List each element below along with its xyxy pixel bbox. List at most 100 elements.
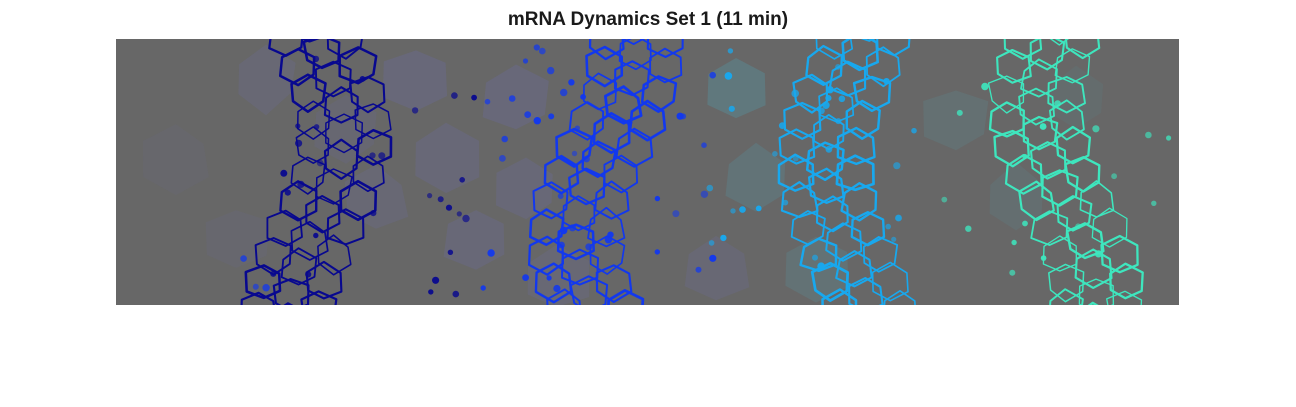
mrna-spot — [672, 210, 680, 218]
cell-outline — [339, 179, 378, 222]
cell-outline — [628, 99, 667, 142]
cell-outline — [323, 86, 359, 124]
mrna-spot — [778, 122, 786, 129]
cell-outline-bands — [240, 39, 1144, 305]
cell-outline — [1066, 222, 1105, 260]
mrna-spot — [706, 184, 714, 192]
cell-outline — [546, 288, 581, 305]
cell-outline — [325, 113, 364, 154]
shaded-cell — [1050, 65, 1104, 129]
cell-outline — [1004, 154, 1043, 195]
cell-outline — [640, 75, 678, 113]
mrna-spot — [432, 276, 440, 284]
cell-outline — [528, 208, 565, 246]
cell-outline — [1106, 290, 1143, 305]
mrna-spot — [1054, 100, 1061, 107]
cell-outline — [1055, 125, 1092, 165]
cell-outline — [240, 291, 275, 305]
mrna-spot — [700, 190, 709, 198]
cell-outline — [352, 155, 385, 193]
cell-outline — [1100, 234, 1139, 274]
cell-outline — [883, 289, 916, 305]
cell-outline — [860, 39, 876, 42]
cell-outline — [1074, 248, 1113, 289]
mrna-spot — [522, 58, 529, 64]
cell-outline — [649, 47, 683, 84]
mrna-spot — [772, 151, 778, 157]
cell-outline — [581, 140, 617, 178]
mrna-spot — [708, 240, 715, 246]
cell-outline — [556, 223, 595, 261]
shaded-cell — [143, 124, 209, 196]
cell-outline — [355, 128, 393, 166]
mrna-spot — [533, 117, 541, 125]
mrna-spot — [280, 169, 288, 177]
mrna-spot — [359, 76, 366, 82]
mrna-spot — [462, 214, 470, 223]
mrna-spot — [548, 113, 555, 120]
cell-outline — [987, 75, 1025, 114]
mrna-spot — [547, 66, 555, 75]
cell-outline — [825, 222, 863, 262]
mrna-spot — [295, 139, 303, 147]
cell-outline — [810, 261, 850, 302]
cell-outline — [290, 156, 326, 195]
mrna-spot — [791, 89, 799, 98]
mrna-spot — [654, 249, 660, 255]
mrna-spot — [1022, 220, 1028, 227]
cell-outline — [302, 39, 341, 70]
mrna-spot — [471, 94, 477, 101]
cell-outline — [807, 167, 845, 204]
cell-outline — [1029, 141, 1067, 180]
cell-outline — [835, 250, 873, 288]
mrna-spot — [755, 205, 762, 212]
cell-outline — [279, 180, 318, 222]
mrna-spot — [956, 109, 963, 116]
shaded-cell — [382, 50, 448, 111]
shaded-cell — [527, 245, 590, 305]
cell-outline — [1022, 115, 1059, 151]
mrna-spot — [574, 125, 580, 131]
mrna-spot — [484, 98, 491, 105]
cell-outline — [295, 126, 330, 164]
mrna-spot — [825, 145, 833, 153]
mrna-spot — [893, 162, 901, 170]
cell-outline — [1030, 210, 1069, 246]
cell-outline — [296, 100, 331, 140]
cell-outline — [618, 39, 652, 71]
cell-outline — [792, 73, 829, 114]
cell-outline — [821, 288, 858, 305]
cell-outline — [1064, 39, 1101, 60]
cell-outline — [815, 39, 854, 60]
mrna-spot — [825, 95, 832, 102]
mrna-spot — [411, 107, 419, 114]
mrna-spot — [981, 82, 989, 91]
mrna-spot — [1094, 250, 1103, 258]
mrna-spot — [604, 236, 613, 244]
mrna-spot — [369, 152, 376, 159]
mrna-spot — [553, 284, 561, 293]
mrna-spot — [1009, 269, 1016, 276]
mrna-spot — [822, 101, 830, 109]
mrna-spot — [284, 189, 291, 196]
mrna-spot — [676, 112, 684, 120]
mrna-spot — [452, 290, 460, 298]
cell-outline — [594, 180, 630, 220]
cell-outline — [1048, 99, 1085, 141]
mrna-spot — [885, 223, 891, 230]
figure-title: mRNA Dynamics Set 1 (11 min) — [507, 9, 789, 30]
mrna-spot — [312, 55, 320, 63]
cell-outline — [805, 44, 844, 86]
mrna-spot — [539, 47, 546, 55]
mrna-spot — [728, 105, 735, 112]
cell-outline — [314, 60, 352, 98]
mrna-spot — [316, 159, 324, 167]
cell-outline — [993, 129, 1030, 168]
shaded-cell — [205, 210, 270, 268]
mrna-spot — [817, 262, 825, 270]
mrna-spot — [437, 196, 444, 203]
mrna-spot — [499, 155, 506, 162]
cell-outline — [561, 248, 599, 286]
mrna-spot — [1092, 125, 1100, 133]
cell-outline — [1091, 207, 1128, 248]
